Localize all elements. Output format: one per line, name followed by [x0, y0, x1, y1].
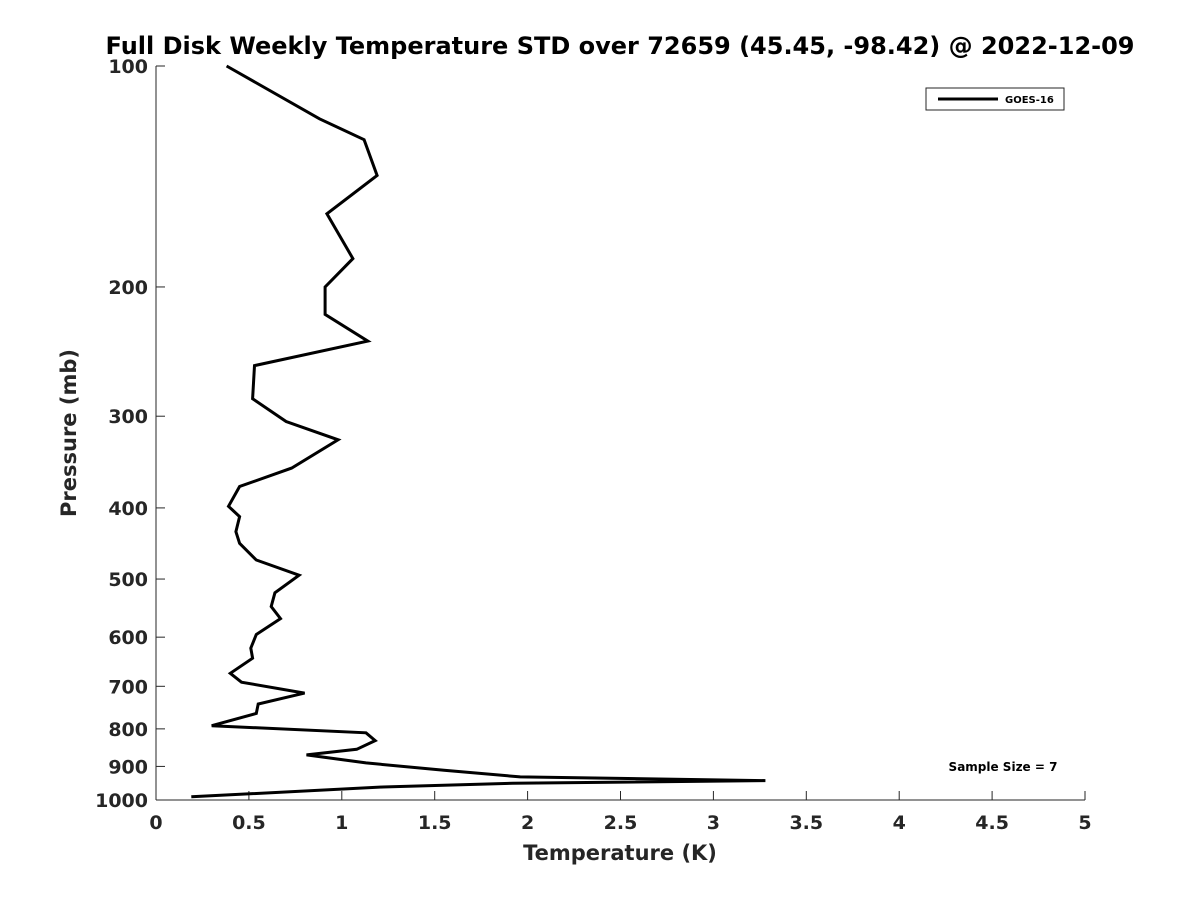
y-tick-label: 300: [108, 406, 148, 428]
y-tick-label: 1000: [95, 790, 148, 812]
x-tick-label: 1.5: [418, 812, 452, 834]
x-tick-label: 4: [893, 812, 906, 834]
x-tick-label: 2.5: [604, 812, 638, 834]
tick-marks: [155, 65, 1086, 801]
series-layer: [191, 64, 766, 799]
y-tick-label: 600: [108, 627, 148, 649]
series-line-goes-16: [191, 64, 766, 799]
x-tick-label: 2: [521, 812, 534, 834]
x-tick-label: 3.5: [789, 812, 823, 834]
x-tick-label: 3: [707, 812, 720, 834]
y-tick-label: 200: [108, 277, 148, 299]
y-tick-label: 400: [108, 498, 148, 520]
sample-size-annotation: Sample Size = 7: [949, 760, 1058, 774]
y-tick-label: 700: [108, 676, 148, 698]
y-tick-label: 500: [108, 569, 148, 591]
y-tick-label: 800: [108, 719, 148, 741]
y-tick-label: 900: [108, 756, 148, 778]
x-tick-label: 4.5: [975, 812, 1009, 834]
legend-label-goes-16: GOES-16: [1005, 95, 1054, 106]
legend: GOES-16: [925, 87, 1065, 111]
x-tick-label: 0: [149, 812, 162, 834]
axes: [155, 66, 1085, 801]
x-tick-label: 5: [1078, 812, 1091, 834]
tick-labels: 0 0.5 1 1.5 2 2.5 3 3.5 4 4.5 5 100 200 300 400 500 600 7…: [95, 56, 1092, 834]
y-axis-label: Pressure (mb): [57, 349, 81, 517]
chart-title: Full Disk Weekly Temperature STD over 72…: [106, 32, 1135, 60]
y-tick-label: 100: [108, 56, 148, 78]
x-tick-label: 0.5: [232, 812, 266, 834]
x-axis-label: Temperature (K): [523, 841, 717, 865]
x-tick-label: 1: [335, 812, 348, 834]
